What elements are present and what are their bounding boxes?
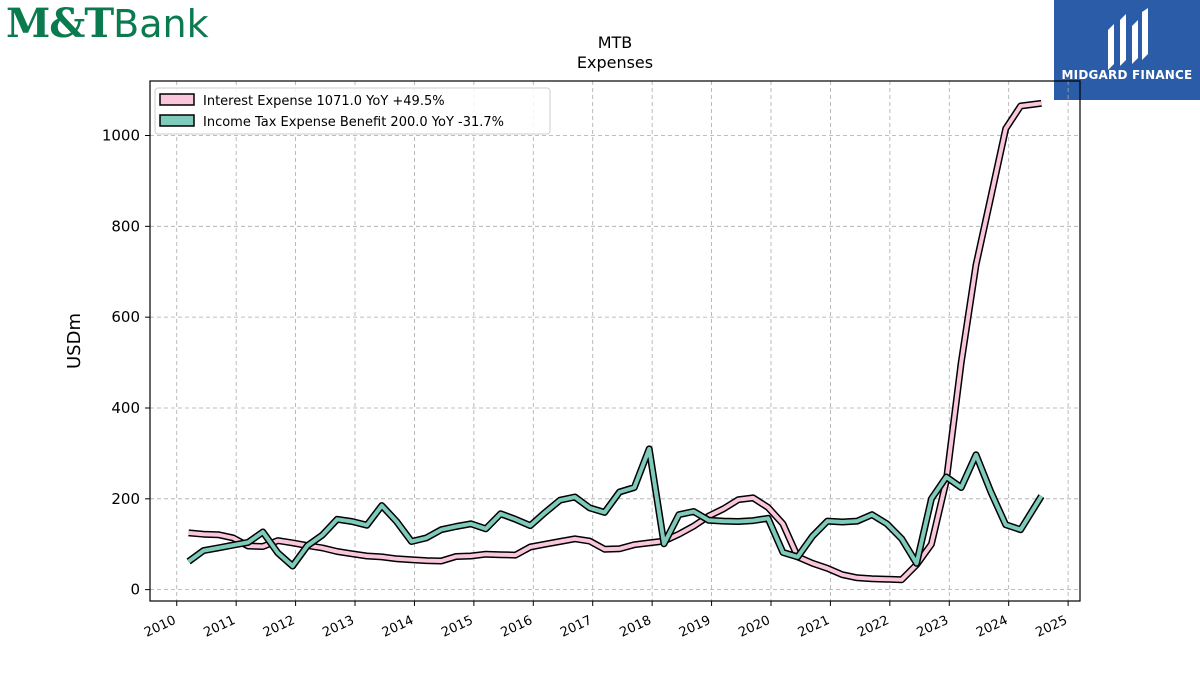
series-line-income-tax-expense-benefit [187,446,1044,568]
x-tick-label: 2022 [855,613,891,641]
watermark-emblem-icon [1108,8,1148,70]
chart-subtitle: Expenses [577,53,653,72]
x-tick-label: 2019 [677,613,713,641]
x-tick-label: 2017 [558,613,594,641]
watermark-text: MIDGARD FINANCE [1061,68,1193,82]
x-tick-label: 2010 [142,613,178,641]
x-tick-label: 2023 [915,613,951,641]
legend-swatch-income-tax [159,114,195,127]
legend-label-interest-expense: Interest Expense 1071.0 YoY +49.5% [203,94,445,109]
bank-logo: M&TBank [6,0,209,47]
legend-swatch-interest-expense [159,93,195,106]
legend-box [154,87,551,135]
grid [150,81,1080,601]
legend: Interest Expense 1071.0 YoY +49.5% Incom… [154,87,551,135]
series-line-interest-expense [188,101,1042,582]
bank-logo-main: M&T [6,0,114,47]
y-axis: 0 200 400 600 800 1000 [102,126,150,599]
series-layer [186,99,1045,584]
x-tick-label: 2015 [439,613,475,641]
legend-label-income-tax: Income Tax Expense Benefit 200.0 YoY -31… [203,115,504,130]
watermark-badge: MIDGARD FINANCE [1054,0,1200,100]
x-tick-label: 2025 [1033,613,1069,641]
x-tick-label: 2014 [380,613,416,641]
bank-logo-suffix: Bank [113,2,209,46]
x-tick-label: 2018 [617,613,653,641]
y-tick-label: 200 [111,490,140,508]
x-axis: 2010 2011 2012 2013 2014 2015 2016 2017 2018 2019… [142,601,1070,641]
x-tick-label: 2016 [499,613,535,641]
y-tick-label: 600 [111,308,140,326]
plot-frame [149,80,1081,602]
x-tick-label: 2013 [320,613,356,641]
y-tick-label: 1000 [102,126,140,144]
x-tick-label: 2024 [974,613,1010,641]
series-outline-interest-expense [188,99,1042,584]
y-tick-label: 400 [111,399,140,417]
y-tick-label: 0 [130,581,140,599]
y-tick-label: 800 [111,217,140,235]
chart-title: MTB [598,33,633,52]
x-tick-label: 2011 [202,613,238,641]
x-tick-label: 2021 [796,613,832,641]
y-axis-label: USDm [64,313,85,369]
x-tick-label: 2012 [261,613,297,641]
x-tick-label: 2020 [736,613,772,641]
